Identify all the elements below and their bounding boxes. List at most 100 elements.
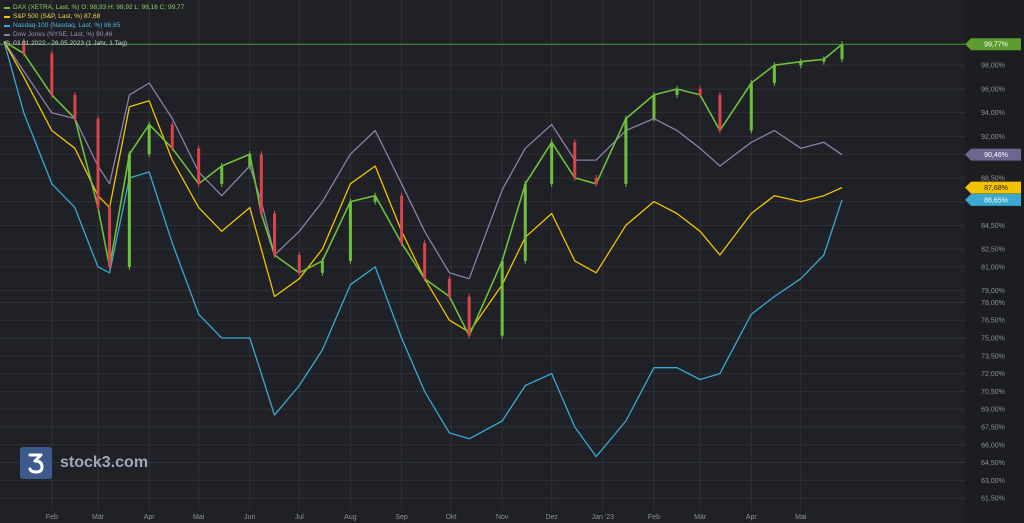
last-value-label-dax: 99,77% (984, 42, 1008, 49)
chart-legend: DAX (XETRA, Last, %) O: 98,93 H: 99,92 L… (4, 3, 184, 48)
y-tick-label: 94,00% (981, 110, 1005, 117)
series-line-dow (3, 41, 843, 280)
x-tick-label: Jan '23 (592, 514, 614, 521)
dax-candle-body (400, 195, 404, 244)
period-label: 03.01.2022 - 26.05.2023 (1 Jahr, 1 Tag) (13, 40, 128, 47)
x-tick-label: Dez (545, 514, 558, 521)
dax-candle-body (259, 154, 263, 214)
y-tick-label: 73,50% (981, 353, 1005, 360)
y-tick-label: 76,50% (981, 318, 1005, 325)
y-tick-label: 82,50% (981, 247, 1005, 254)
x-tick-label: Mär (694, 514, 707, 521)
dax-candle-body (248, 154, 252, 167)
dax-candle-body (96, 118, 100, 208)
sp500-swatch-icon (4, 15, 10, 18)
y-tick-label: 66,00% (981, 442, 1005, 449)
dax-candle-body (718, 94, 722, 131)
y-axis: 98,00%96,00%94,00%92,00%90,50%88,50%86,5… (965, 0, 1024, 523)
last-value-label-nasdaq: 86,65% (984, 197, 1008, 204)
y-tick-label: 61,50% (981, 496, 1005, 503)
dax-candle-body (220, 166, 224, 184)
y-tick-label: 63,00% (981, 478, 1005, 485)
x-tick-label: Jun (244, 514, 255, 521)
dax-candle-body (423, 243, 427, 279)
dax-candle-body (840, 44, 844, 60)
y-tick-label: 67,50% (981, 424, 1005, 431)
last-value-tag-nasdaq (965, 193, 1021, 206)
y-tick-label: 70,50% (981, 389, 1005, 396)
dax-candle-body (22, 41, 26, 54)
x-axis: Feb Mär Apr Mai Jun Jul Aug Sep Okt Nov Dez Jan '23… (46, 514, 807, 521)
y-tick-label: 84,50% (981, 223, 1005, 230)
legend-label-dow: Dow Jones (NYSE, Last, %) 90,46 (13, 31, 113, 38)
last-value-tag-dax (965, 38, 1021, 51)
grid-lines (0, 0, 965, 510)
x-tick-label: Okt (446, 514, 457, 521)
dax-swatch-icon (4, 6, 10, 9)
dax-candle-body (652, 94, 656, 119)
dax-candle-body (197, 148, 201, 184)
dax-candle-body (467, 296, 471, 336)
x-tick-label: Mai (193, 514, 205, 521)
x-tick-label: Nov (496, 514, 509, 521)
logo-text: stock3.com (60, 454, 149, 471)
x-tick-label: Feb (46, 514, 58, 521)
y-tick-label: 79,00% (981, 288, 1005, 295)
y-tick-label: 64,50% (981, 460, 1005, 467)
legend-item-dow[interactable]: Dow Jones (NYSE, Last, %) 90,46 (4, 30, 184, 39)
x-tick-label: Apr (144, 514, 156, 521)
dow-swatch-icon (4, 33, 10, 36)
legend-item-sp500[interactable]: S&P 500 (S&P, Last, %) 87,68 (4, 12, 184, 21)
legend-label-sp500: S&P 500 (S&P, Last, %) 87,68 (13, 13, 101, 20)
dax-candle-body (749, 83, 753, 131)
legend-item-dax[interactable]: DAX (XETRA, Last, %) O: 98,93 H: 99,92 L… (4, 3, 184, 12)
dax-candle-body (108, 207, 112, 267)
y-tick-label: 92,00% (981, 134, 1005, 141)
last-value-tags: 99,77% 90,46% 87,68% 86,65% (965, 38, 1021, 206)
stock3-logo: stock3.com (20, 447, 148, 479)
y-tick-label: 88,50% (981, 175, 1005, 182)
dax-candle-body (170, 124, 174, 149)
x-tick-label: Sep (395, 514, 408, 521)
last-value-tag-sp500 (965, 181, 1021, 194)
dax-candle-body (147, 124, 151, 155)
dax-candle-body (624, 118, 628, 184)
dax-candle-body (698, 88, 702, 95)
last-value-tag-dow (965, 148, 1021, 161)
dax-candle-body (573, 142, 577, 178)
legend-item-nasdaq[interactable]: Nasdaq-100 (Nasdaq, Last, %) 86,65 (4, 21, 184, 30)
dax-candle-body (373, 195, 377, 202)
dax-candle-body (500, 260, 504, 336)
legend-label-dax: DAX (XETRA, Last, %) O: 98,93 H: 99,92 L… (13, 4, 185, 11)
series-lines (3, 38, 844, 458)
x-tick-label: Mai (795, 514, 807, 521)
dax-candle-body (523, 183, 527, 261)
legend-label-nasdaq: Nasdaq-100 (Nasdaq, Last, %) 86,65 (13, 22, 121, 29)
dax-candle-body (447, 278, 451, 297)
dax-candle-body (799, 61, 803, 66)
clock-icon: ◷ (4, 40, 11, 47)
last-value-label-sp500: 87,68% (984, 185, 1008, 192)
y-tick-label: 98,00% (981, 63, 1005, 70)
x-tick-label: Aug (344, 514, 357, 521)
y-tick-label: 78,00% (981, 300, 1005, 307)
dax-candle-body (50, 53, 54, 95)
legend-period: ◷ 03.01.2022 - 26.05.2023 (1 Jahr, 1 Tag… (4, 39, 184, 48)
last-value-label-dow: 90,46% (984, 152, 1008, 159)
x-tick-label: Mär (92, 514, 105, 521)
dax-candle-body (675, 88, 679, 95)
stock3-logo-icon (20, 447, 52, 479)
dax-candle-body (73, 94, 77, 119)
dax-candle-body (320, 260, 324, 273)
dax-candle-body (772, 65, 776, 84)
y-tick-label: 75,00% (981, 336, 1005, 343)
dax-candle-body (550, 142, 554, 184)
x-tick-label: Jul (295, 514, 304, 521)
x-tick-label: Feb (648, 514, 660, 521)
y-tick-label: 81,00% (981, 264, 1005, 271)
x-tick-label: Apr (746, 514, 758, 521)
y-tick-label: 96,00% (981, 86, 1005, 93)
dax-candle-body (297, 255, 301, 273)
